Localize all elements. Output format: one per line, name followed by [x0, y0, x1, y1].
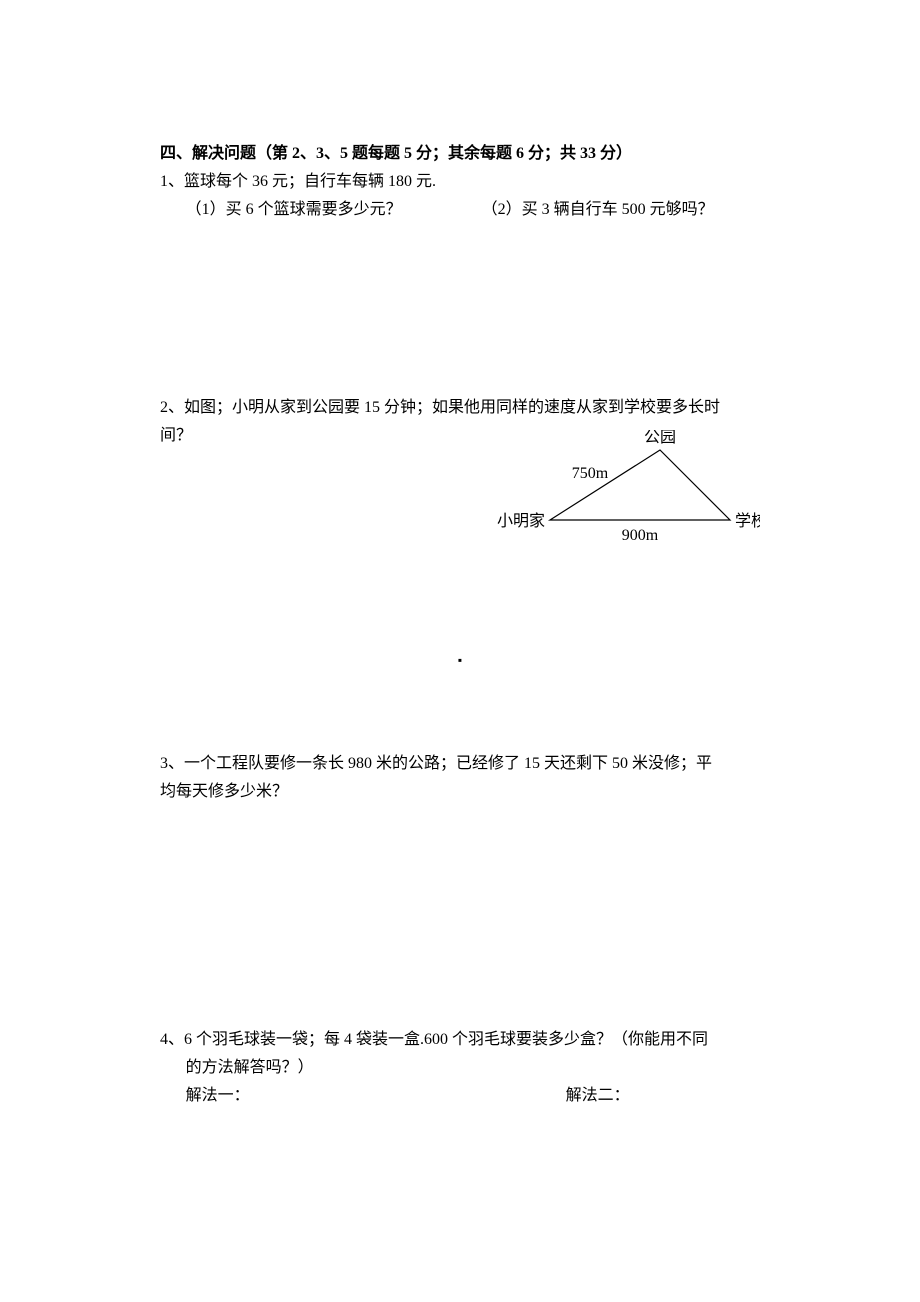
q4-line1: 4、6 个羽毛球装一袋；每 4 袋装一盒.600 个羽毛球要装多少盒？（你能用不… — [160, 1031, 708, 1048]
q4-line2: 的方法解答吗？） — [160, 1054, 314, 1082]
q2-diagram: 公园 小明家 学校 750m 900m — [490, 430, 760, 550]
triangle — [550, 450, 730, 520]
node-park: 公园 — [644, 430, 676, 446]
q1-sub1: （1）买 6 个篮球需要多少元？ — [186, 196, 402, 224]
q2-line2: 间？ — [160, 427, 192, 444]
section-title: 四、解决问题（第 2、3、5 题每题 5 分；其余每题 6 分；共 33 分） — [160, 140, 760, 168]
edge-home-school-label: 900m — [622, 527, 659, 544]
question-2: 2、如图；小明从家到公园要 15 分钟；如果他用同样的速度从家到学校要多长时 间… — [160, 394, 760, 550]
question-4: 4、6 个羽毛球装一袋；每 4 袋装一盒.600 个羽毛球要装多少盒？（你能用不… — [160, 1026, 760, 1110]
edge-home-park-label: 750m — [572, 465, 609, 482]
q2-line1: 2、如图；小明从家到公园要 15 分钟；如果他用同样的速度从家到学校要多长时 — [160, 399, 720, 416]
question-3: 3、一个工程队要修一条长 980 米的公路；已经修了 15 天还剩下 50 米没… — [160, 750, 760, 806]
question-1: 1、篮球每个 36 元；自行车每辆 180 元. （1）买 6 个篮球需要多少元… — [160, 168, 760, 224]
q1-stem: 1、篮球每个 36 元；自行车每辆 180 元. — [160, 168, 760, 196]
q3-line1: 3、一个工程队要修一条长 980 米的公路；已经修了 15 天还剩下 50 米没… — [160, 755, 712, 772]
node-home: 小明家 — [497, 512, 545, 530]
q4-method2: 解法二： — [566, 1082, 630, 1110]
node-school: 学校 — [735, 512, 760, 530]
page-center-mark: ▪ — [458, 650, 462, 671]
q3-line2: 均每天修多少米？ — [160, 783, 288, 800]
q1-sub2: （2）买 3 辆自行车 500 元够吗？ — [482, 196, 714, 224]
q4-method1: 解法一： — [186, 1082, 486, 1110]
